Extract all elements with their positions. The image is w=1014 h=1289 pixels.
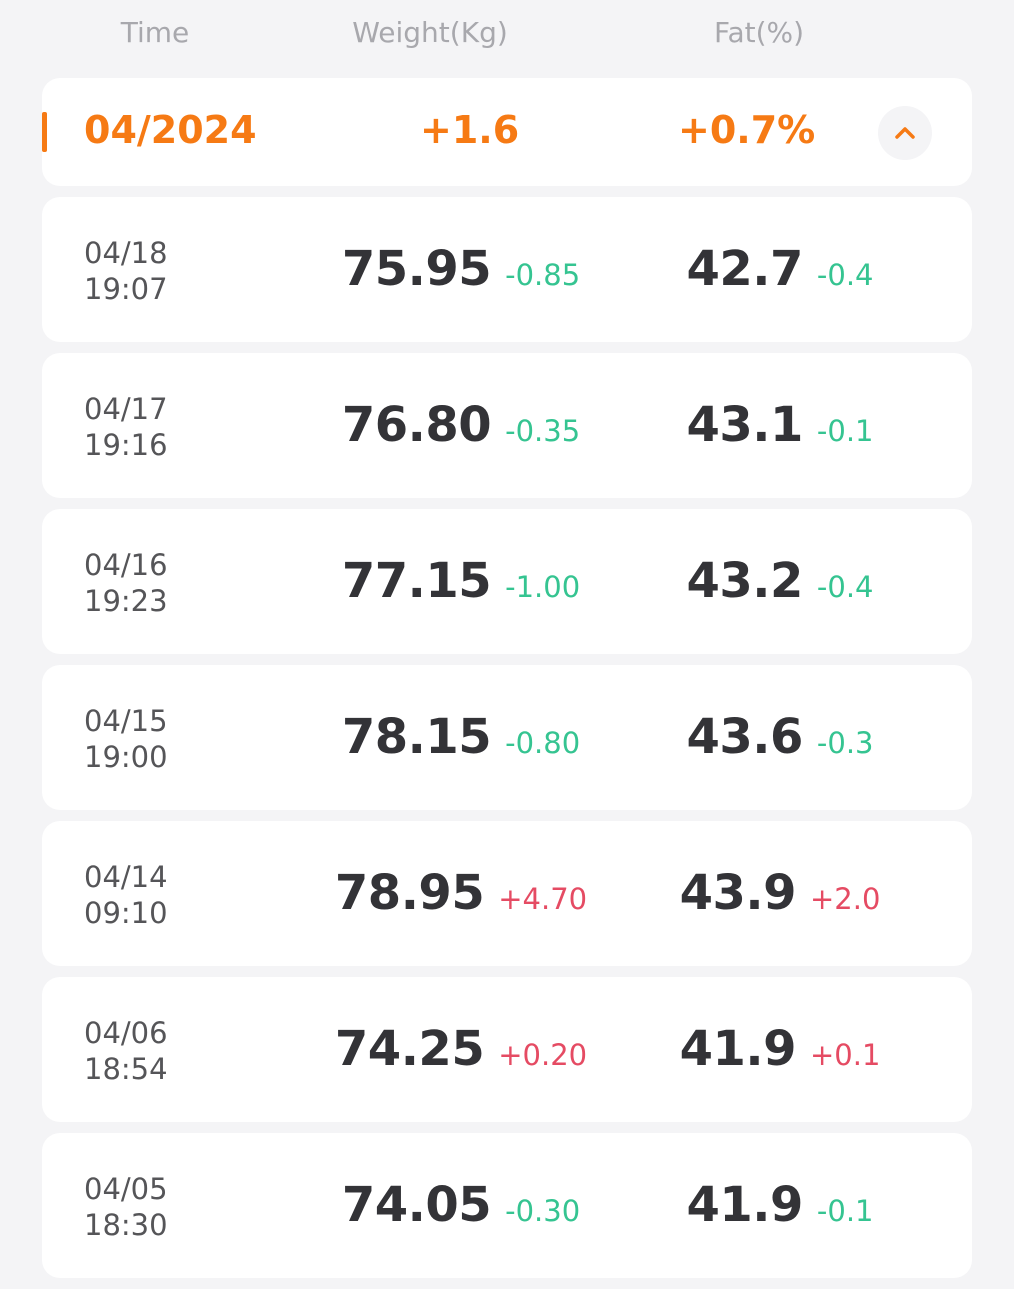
weight-delta: -1.00 — [505, 570, 581, 604]
record-date: 04/16 — [84, 548, 168, 582]
record-datetime: 04/15 19:00 — [84, 703, 168, 775]
record-row[interactable]: 04/15 19:00 78.15 -0.80 43.6 -0.3 — [42, 665, 972, 810]
record-row[interactable]: 04/17 19:16 76.80 -0.35 43.1 -0.1 — [42, 353, 972, 498]
record-time: 19:23 — [84, 584, 168, 618]
record-fat: 41.9 -0.1 — [686, 1177, 873, 1233]
record-time: 19:00 — [84, 740, 168, 774]
record-datetime: 04/17 19:16 — [84, 391, 168, 463]
fat-value: 43.6 — [686, 709, 803, 765]
record-datetime: 04/18 19:07 — [84, 235, 168, 307]
record-date: 04/17 — [84, 392, 168, 426]
record-weight: 76.80 -0.35 — [342, 397, 580, 453]
record-time: 18:30 — [84, 1208, 168, 1242]
column-header-fat: Fat(%) — [713, 16, 805, 49]
record-weight: 75.95 -0.85 — [342, 241, 580, 297]
weight-delta: +4.70 — [498, 882, 588, 916]
record-weight: 77.15 -1.00 — [342, 553, 580, 609]
record-fat: 43.2 -0.4 — [686, 553, 873, 609]
record-time: 09:10 — [84, 896, 168, 930]
record-date: 04/05 — [84, 1172, 168, 1206]
fat-delta: -0.3 — [816, 726, 874, 760]
summary-fat-change: +0.7% — [678, 108, 816, 152]
record-row[interactable]: 04/18 19:07 75.95 -0.85 42.7 -0.4 — [42, 197, 972, 342]
record-date: 04/14 — [84, 860, 168, 894]
record-row[interactable]: 04/14 09:10 78.95 +4.70 43.9 +2.0 — [42, 821, 972, 966]
record-date: 04/18 — [84, 236, 168, 270]
record-time: 19:16 — [84, 428, 168, 462]
weight-value: 78.15 — [341, 709, 492, 765]
fat-delta: -0.1 — [816, 414, 874, 448]
record-fat: 43.6 -0.3 — [686, 709, 873, 765]
accent-bar — [42, 112, 47, 152]
fat-delta: +0.1 — [810, 1038, 881, 1072]
weight-value: 76.80 — [341, 397, 492, 453]
weight-delta: -0.30 — [505, 1194, 581, 1228]
records-list: 04/18 19:07 75.95 -0.85 42.7 -0.4 04/17 19:16 76… — [42, 197, 972, 1289]
record-fat: 41.9 +0.1 — [680, 1021, 881, 1077]
weight-delta: -0.80 — [505, 726, 581, 760]
weight-value: 77.15 — [341, 553, 492, 609]
record-datetime: 04/05 18:30 — [84, 1171, 168, 1243]
record-time: 18:54 — [84, 1052, 168, 1086]
fat-value: 42.7 — [686, 241, 803, 297]
fat-value: 43.9 — [679, 865, 797, 921]
record-row[interactable]: 04/05 18:30 74.05 -0.30 41.9 -0.1 — [42, 1133, 972, 1278]
fat-value: 43.1 — [686, 397, 803, 453]
record-row[interactable]: 04/16 19:23 77.15 -1.00 43.2 -0.4 — [42, 509, 972, 654]
weight-delta: -0.85 — [505, 258, 581, 292]
record-time: 19:07 — [84, 272, 168, 306]
weight-value: 74.05 — [341, 1177, 492, 1233]
fat-delta: -0.4 — [816, 570, 874, 604]
fat-value: 43.2 — [686, 553, 803, 609]
record-fat: 42.7 -0.4 — [686, 241, 873, 297]
record-weight: 78.95 +4.70 — [335, 865, 587, 921]
weight-value: 74.25 — [334, 1021, 485, 1077]
record-weight: 78.15 -0.80 — [342, 709, 580, 765]
weight-delta: -0.35 — [505, 414, 581, 448]
column-header-time: Time — [120, 16, 190, 49]
summary-weight-change: +1.6 — [420, 108, 520, 152]
weight-delta: +0.20 — [498, 1038, 588, 1072]
record-weight: 74.25 +0.20 — [335, 1021, 587, 1077]
column-header-weight: Weight(Kg) — [352, 16, 508, 49]
record-fat: 43.1 -0.1 — [686, 397, 873, 453]
record-datetime: 04/14 09:10 — [84, 859, 168, 931]
fat-value: 41.9 — [686, 1177, 803, 1233]
fat-value: 41.9 — [679, 1021, 797, 1077]
collapse-button[interactable] — [878, 106, 932, 160]
record-weight: 74.05 -0.30 — [342, 1177, 580, 1233]
record-fat: 43.9 +2.0 — [680, 865, 881, 921]
record-date: 04/15 — [84, 704, 168, 738]
record-row[interactable]: 04/06 18:54 74.25 +0.20 41.9 +0.1 — [42, 977, 972, 1122]
weight-value: 75.95 — [341, 241, 492, 297]
month-summary-card[interactable]: 04/2024 +1.6 +0.7% — [42, 78, 972, 186]
fat-delta: -0.4 — [816, 258, 874, 292]
record-datetime: 04/16 19:23 — [84, 547, 168, 619]
record-datetime: 04/06 18:54 — [84, 1015, 168, 1087]
weight-value: 78.95 — [334, 865, 485, 921]
summary-month: 04/2024 — [84, 108, 257, 152]
column-header-row: Time Weight(Kg) Fat(%) — [0, 0, 1014, 68]
fat-delta: -0.1 — [816, 1194, 874, 1228]
chevron-up-icon — [895, 127, 915, 139]
fat-delta: +2.0 — [810, 882, 881, 916]
record-date: 04/06 — [84, 1016, 168, 1050]
